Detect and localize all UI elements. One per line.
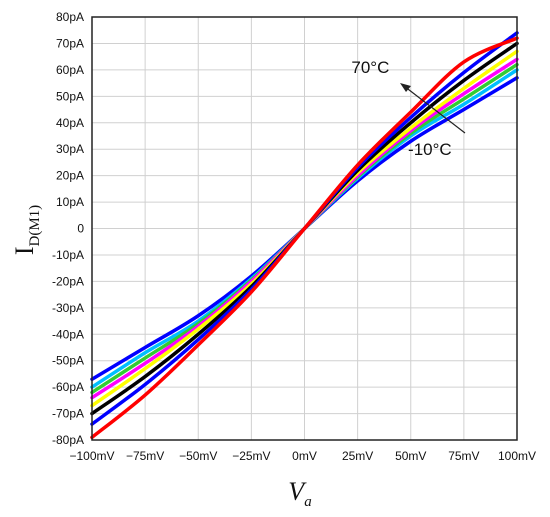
y-tick-label: 0 xyxy=(77,222,84,236)
y-tick-label: -80pA xyxy=(52,433,84,447)
y-axis-title-sub: D(M1) xyxy=(27,205,43,247)
plot-frame xyxy=(91,16,518,441)
x-tick-label: 25mV xyxy=(342,449,373,463)
y-axis-title: ID(M1) xyxy=(10,205,43,255)
y-tick-label: 40pA xyxy=(56,116,84,130)
x-tick-label: 50mV xyxy=(395,449,426,463)
y-tick-label: -10pA xyxy=(52,248,84,262)
x-tick-labels: −100mV −75mV −50mV −25mV 0mV 25mV 50mV 75mV 100m… xyxy=(69,449,536,463)
y-tick-label: 80pA xyxy=(56,10,84,24)
x-axis-title-sub: a xyxy=(304,494,312,510)
y-tick-label: -50pA xyxy=(52,354,84,368)
y-tick-label: 70pA xyxy=(56,36,84,50)
x-tick-label: 0mV xyxy=(292,449,317,463)
y-axis-title-main: I xyxy=(10,247,39,256)
series-lines xyxy=(90,31,519,440)
x-tick-label: 100mV xyxy=(498,449,536,463)
x-tick-label: −100mV xyxy=(69,449,114,463)
x-tick-label: −25mV xyxy=(232,449,270,463)
y-tick-label: -60pA xyxy=(52,380,84,394)
y-tick-label: -30pA xyxy=(52,301,84,315)
y-tick-label: 50pA xyxy=(56,89,84,103)
y-tick-labels: 80pA 70pA 60pA 50pA 40pA 30pA 20pA 10pA 0 -10pA -2… xyxy=(52,10,84,447)
annotation-70c: 70°C xyxy=(351,58,389,77)
x-tick-label: −50mV xyxy=(179,449,217,463)
y-tick-label: -20pA xyxy=(52,274,84,288)
x-axis-title: Va xyxy=(288,477,311,510)
y-tick-label: 20pA xyxy=(56,169,84,183)
x-tick-label: −75mV xyxy=(126,449,164,463)
annotation-arrowhead xyxy=(400,83,411,92)
x-axis-title-main: V xyxy=(288,477,307,506)
y-tick-label: -40pA xyxy=(52,327,84,341)
annotation-arrow xyxy=(403,85,466,134)
annotation-minus10c: -10°C xyxy=(408,140,452,159)
y-tick-label: 60pA xyxy=(56,63,84,77)
x-tick-label: 75mV xyxy=(448,449,479,463)
series-line-8 xyxy=(90,36,519,440)
y-tick-label: 30pA xyxy=(56,142,84,156)
y-tick-label: -70pA xyxy=(52,407,84,421)
y-tick-label: 10pA xyxy=(56,195,84,209)
